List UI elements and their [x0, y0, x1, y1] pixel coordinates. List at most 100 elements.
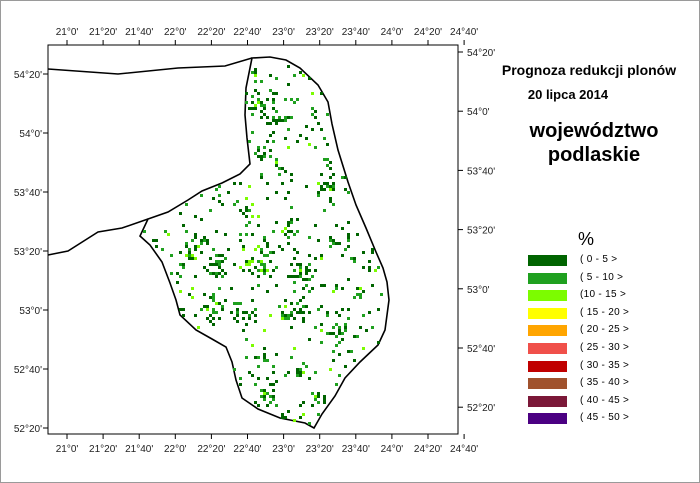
raster-pixel	[245, 233, 248, 236]
raster-pixel	[221, 260, 224, 263]
raster-pixel	[341, 338, 344, 341]
raster-pixel	[326, 182, 329, 185]
raster-pixel	[239, 239, 242, 242]
raster-pixel	[362, 290, 365, 293]
raster-pixel	[362, 347, 365, 350]
raster-pixel	[332, 350, 335, 353]
raster-pixel	[194, 314, 197, 317]
raster-pixel	[278, 167, 281, 170]
raster-pixel	[329, 185, 332, 188]
raster-pixel	[209, 209, 212, 212]
graticule-label: 21°0'	[56, 27, 79, 38]
raster-pixel	[257, 98, 260, 101]
raster-pixel	[269, 149, 272, 152]
raster-pixel	[275, 119, 278, 122]
raster-pixel	[233, 182, 236, 185]
raster-pixel	[284, 98, 287, 101]
raster-pixel	[317, 191, 320, 194]
raster-pixel	[272, 395, 275, 398]
raster-pixel	[260, 158, 263, 161]
raster-pixel	[302, 305, 305, 308]
raster-pixel	[263, 146, 266, 149]
raster-pixel	[356, 287, 359, 290]
raster-pixel	[293, 290, 296, 293]
raster-pixel	[260, 260, 263, 263]
raster-pixel	[377, 341, 380, 344]
raster-pixel	[272, 131, 275, 134]
raster-pixel	[284, 305, 287, 308]
raster-pixel	[335, 323, 338, 326]
raster-pixel	[335, 242, 338, 245]
raster-pixel	[311, 275, 314, 278]
raster-pixel	[257, 365, 260, 368]
raster-pixel	[272, 389, 275, 392]
raster-pixel	[230, 287, 233, 290]
raster-pixel	[308, 236, 311, 239]
raster-pixel	[290, 311, 293, 314]
raster-pixel	[311, 107, 314, 110]
raster-pixel	[302, 413, 305, 416]
raster-pixel	[305, 284, 308, 287]
raster-pixel	[323, 158, 326, 161]
raster-pixel	[155, 239, 158, 242]
raster-pixel	[287, 83, 290, 86]
graticule-label: 24°40'	[450, 27, 478, 38]
raster-pixel	[302, 371, 305, 374]
raster-pixel	[359, 293, 362, 296]
raster-pixel	[284, 197, 287, 200]
raster-pixel	[299, 416, 302, 419]
raster-pixel	[287, 314, 290, 317]
legend-label: ( 45 - 50 >	[580, 412, 630, 424]
raster-pixel	[188, 254, 191, 257]
raster-pixel	[326, 143, 329, 146]
raster-pixel	[302, 362, 305, 365]
raster-pixel	[296, 263, 299, 266]
raster-pixel	[362, 251, 365, 254]
graticule-label: 23°40'	[342, 27, 370, 38]
raster-pixel	[296, 275, 299, 278]
raster-pixel	[332, 203, 335, 206]
raster-pixel	[326, 185, 329, 188]
raster-pixel	[359, 287, 362, 290]
raster-pixel	[212, 248, 215, 251]
raster-pixel	[254, 314, 257, 317]
graticule-label: 52°40'	[14, 365, 42, 376]
raster-pixel	[239, 377, 242, 380]
raster-pixel	[335, 383, 338, 386]
raster-pixel	[371, 251, 374, 254]
raster-pixel	[248, 263, 251, 266]
raster-pixel	[323, 209, 326, 212]
raster-pixel	[167, 233, 170, 236]
raster-pixel	[221, 275, 224, 278]
raster-pixel	[305, 272, 308, 275]
raster-pixel	[269, 89, 272, 92]
raster-pixel	[263, 347, 266, 350]
raster-pixel	[317, 194, 320, 197]
raster-pixel	[296, 311, 299, 314]
raster-pixel	[266, 197, 269, 200]
raster-pixel	[296, 251, 299, 254]
raster-pixel	[320, 185, 323, 188]
raster-pixel	[218, 263, 221, 266]
raster-pixel	[263, 392, 266, 395]
raster-pixel	[296, 302, 299, 305]
raster-pixel	[245, 260, 248, 263]
raster-pixel	[215, 263, 218, 266]
graticule-label: 22°40'	[233, 444, 261, 455]
raster-pixel	[332, 290, 335, 293]
raster-pixel	[314, 257, 317, 260]
raster-pixel	[263, 272, 266, 275]
legend-item: ( 5 - 10 >	[528, 271, 688, 289]
raster-pixel	[203, 266, 206, 269]
raster-pixel	[263, 236, 266, 239]
raster-pixel	[245, 197, 248, 200]
raster-pixel	[326, 311, 329, 314]
raster-pixel	[299, 311, 302, 314]
raster-pixel	[323, 137, 326, 140]
raster-pixel	[260, 173, 263, 176]
raster-pixel	[209, 296, 212, 299]
raster-pixel	[272, 98, 275, 101]
raster-pixel	[272, 251, 275, 254]
raster-pixel	[215, 302, 218, 305]
raster-pixel	[335, 287, 338, 290]
